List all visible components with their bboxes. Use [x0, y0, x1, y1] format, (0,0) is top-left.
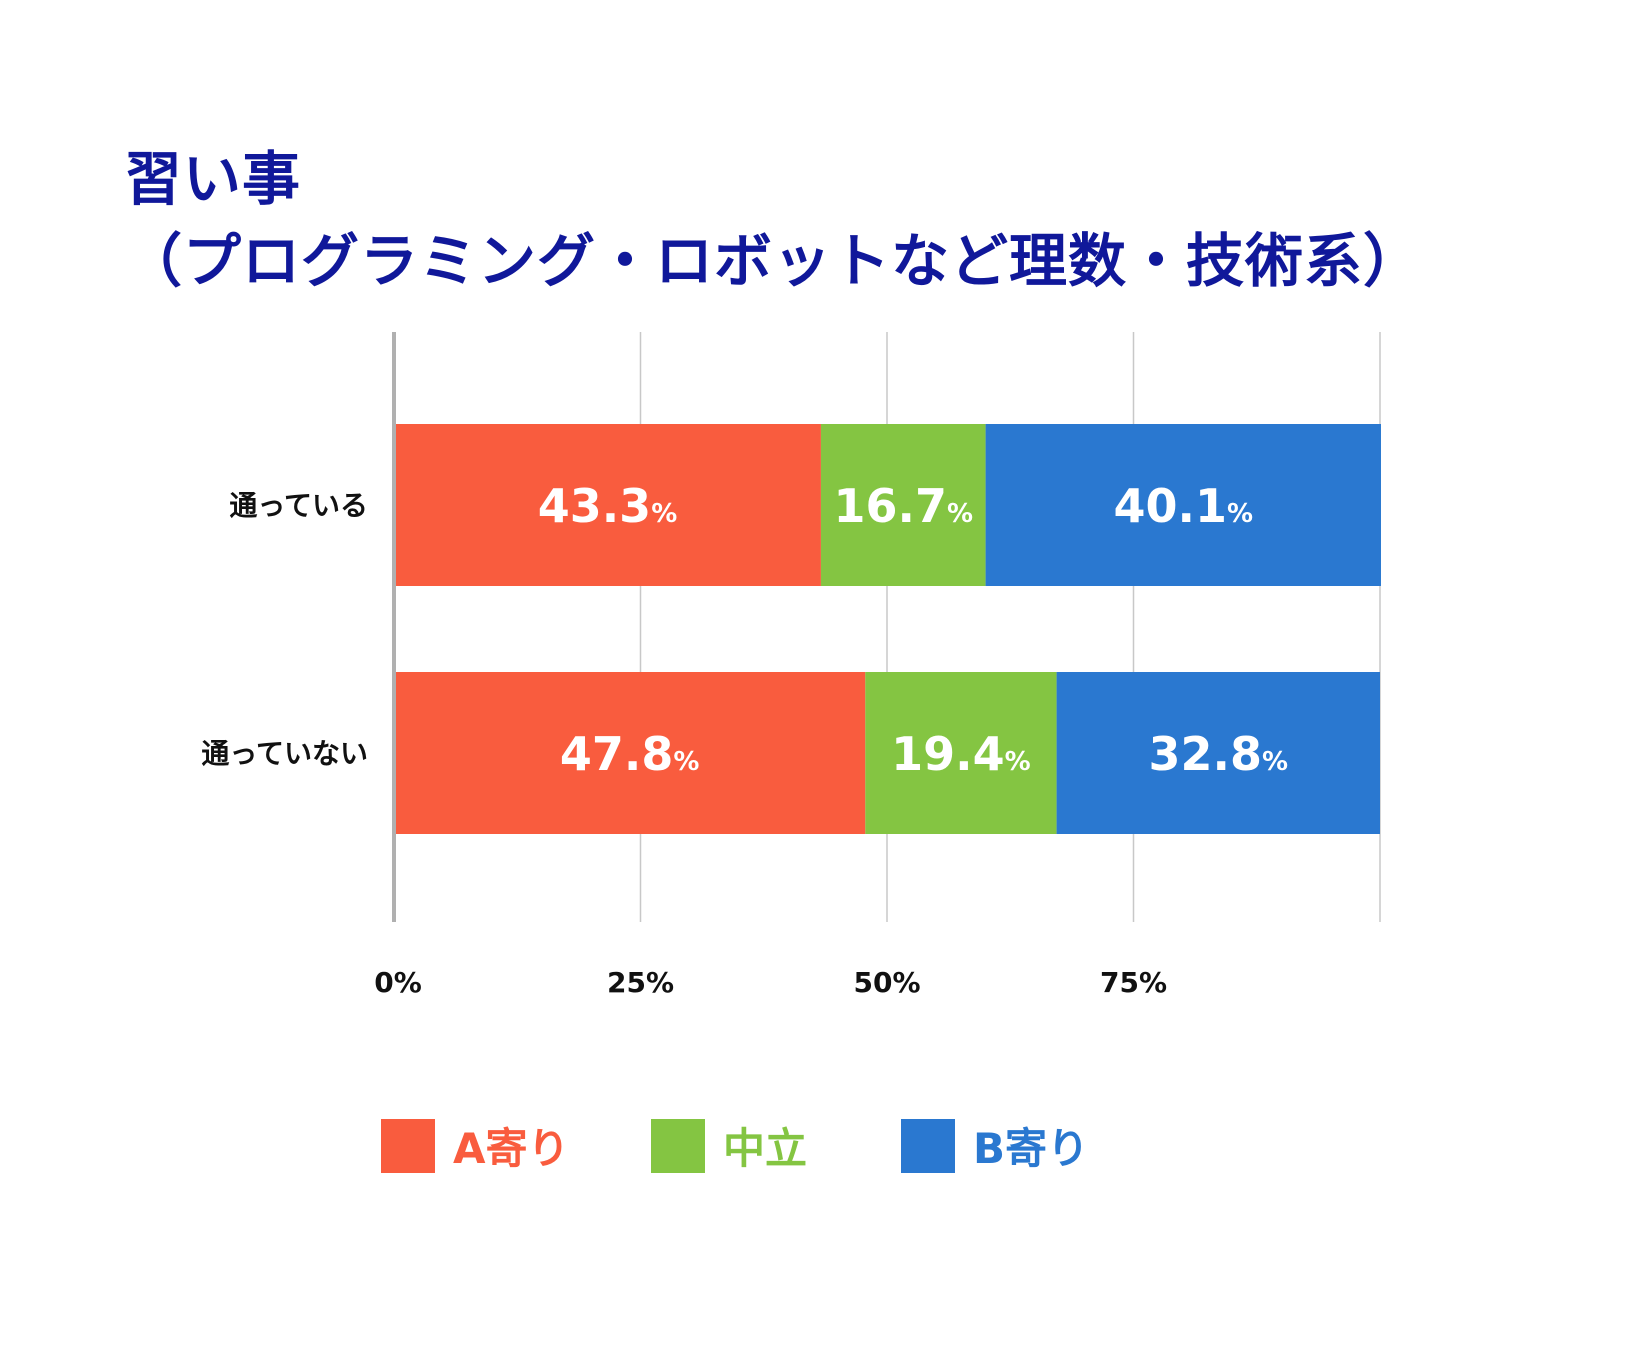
legend-swatch-b — [901, 1118, 955, 1173]
data-label-a-2: 47.8% — [560, 727, 700, 781]
data-label-b-1: 40.1% — [1114, 479, 1254, 533]
chart-title: 習い事 （プログラミング・ロボットなど理数・技術系） — [124, 138, 1422, 302]
legend-swatch-a — [381, 1118, 435, 1173]
legend-item-b: B寄り — [901, 1115, 1089, 1176]
x-tick-label-25: 25% — [607, 966, 674, 999]
bar-neutral-1 — [820, 424, 986, 586]
legend-item-neutral: 中立 — [651, 1115, 901, 1176]
x-tick-label-0: 0% — [374, 966, 422, 999]
legend-label-neutral: 中立 — [723, 1124, 808, 1173]
bar-a-2 — [394, 672, 866, 834]
category-label-1: 通っている — [229, 489, 368, 522]
category-label-2: 通っていない — [201, 737, 368, 770]
chart-title-line-1: 習い事 — [124, 145, 302, 213]
data-label-a-1: 43.3% — [538, 479, 678, 533]
chart-legend: A寄り 中立 B寄り — [381, 1115, 1089, 1176]
legend-label-b: B寄り — [973, 1124, 1090, 1173]
data-label-neutral-1: 16.7% — [833, 479, 973, 533]
stacked-bar-chart: 43.3% 16.7% 40.1% 通っている 47.8% 19.4% 32.8% 通っていな… — [201, 332, 1381, 999]
bar-b-1 — [985, 424, 1381, 586]
legend-swatch-neutral — [651, 1118, 705, 1173]
legend-label-a: A寄り — [453, 1124, 570, 1173]
bar-neutral-2 — [865, 672, 1057, 834]
data-label-b-2: 32.8% — [1149, 727, 1289, 781]
data-label-neutral-2: 19.4% — [891, 727, 1031, 781]
x-tick-label-75: 75% — [1100, 966, 1167, 999]
x-tick-label-50: 50% — [853, 966, 920, 999]
legend-item-a: A寄り — [381, 1115, 651, 1176]
chart-title-line-2: （プログラミング・ロボットなど理数・技術系） — [124, 227, 1423, 295]
bar-b-2 — [1056, 672, 1380, 834]
bar-a-1 — [394, 424, 821, 586]
